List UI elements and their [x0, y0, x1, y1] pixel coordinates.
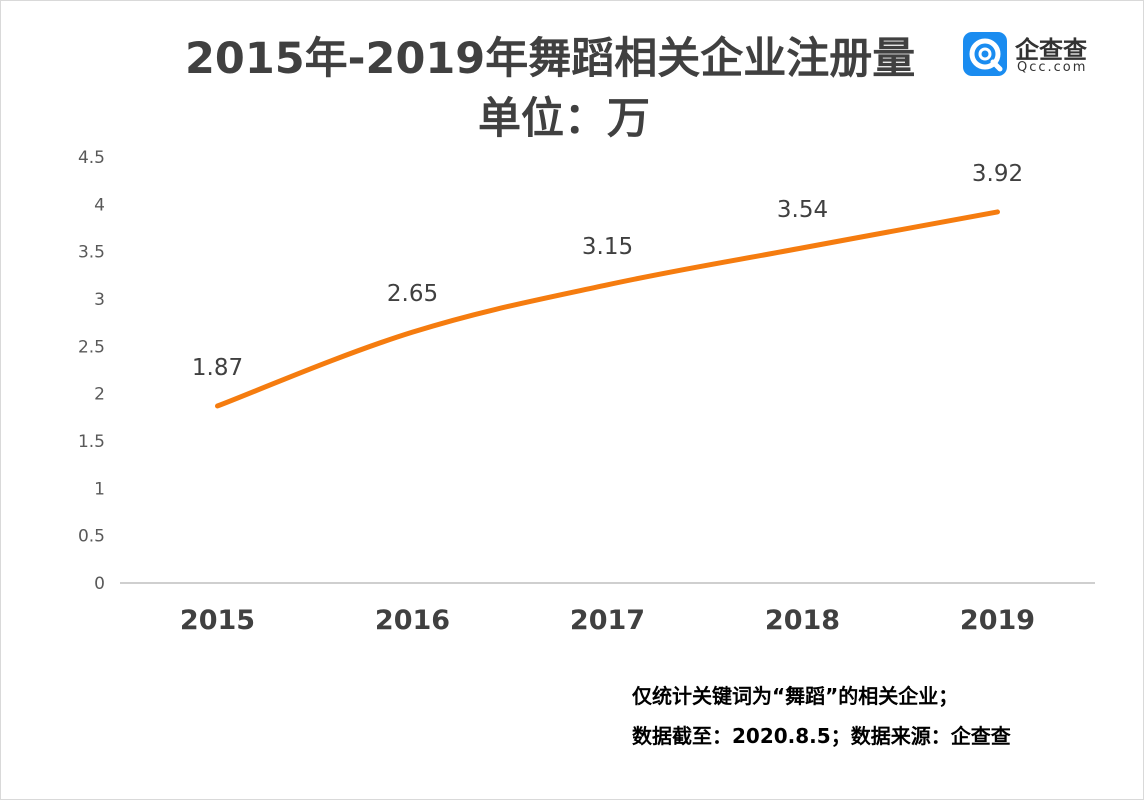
logo-name: 企查查 [1015, 36, 1087, 64]
y-tick-label: 1.5 [78, 432, 105, 452]
y-tick-label: 4.5 [78, 148, 105, 168]
x-axis: 2015 2016 2017 2018 2019 [180, 605, 1035, 636]
data-label: 3.54 [777, 197, 828, 223]
logo-domain: Qcc.com [1017, 60, 1088, 75]
y-tick-label: 2 [94, 385, 105, 405]
data-label: 3.92 [972, 161, 1023, 187]
chart-title: 2015年-2019年舞蹈相关企业注册量 [185, 34, 916, 84]
y-tick-label: 1 [94, 479, 105, 499]
x-tick-label: 2016 [375, 605, 450, 636]
x-tick-label: 2018 [765, 605, 840, 636]
y-tick-label: 4 [94, 195, 105, 215]
brand-logo: 企查查 Qcc.com [963, 30, 1133, 78]
data-label: 1.87 [192, 355, 243, 381]
data-labels: 1.87 2.65 3.15 3.54 3.92 [192, 161, 1023, 381]
x-tick-label: 2019 [960, 605, 1035, 636]
x-tick-label: 2015 [180, 605, 255, 636]
data-label: 2.65 [387, 281, 438, 307]
chart-subtitle: 单位：万 [478, 94, 650, 144]
qcc-logo-icon [963, 32, 1007, 76]
footnote-scope: 仅统计关键词为“舞蹈”的相关企业； [632, 684, 959, 708]
y-axis: 0 0.5 1 1.5 2 2.5 3 3.5 4 4.5 [78, 148, 105, 594]
series-line [215, 209, 1000, 409]
y-tick-label: 3 [94, 290, 105, 310]
y-tick-label: 2.5 [78, 337, 105, 357]
footnote-source: 数据截至：2020.8.5；数据来源：企查查 [632, 724, 1011, 748]
y-tick-label: 0.5 [78, 527, 105, 547]
y-tick-label: 0 [94, 574, 105, 594]
data-label: 3.15 [582, 234, 633, 260]
x-tick-label: 2017 [570, 605, 645, 636]
y-tick-label: 3.5 [78, 243, 105, 263]
